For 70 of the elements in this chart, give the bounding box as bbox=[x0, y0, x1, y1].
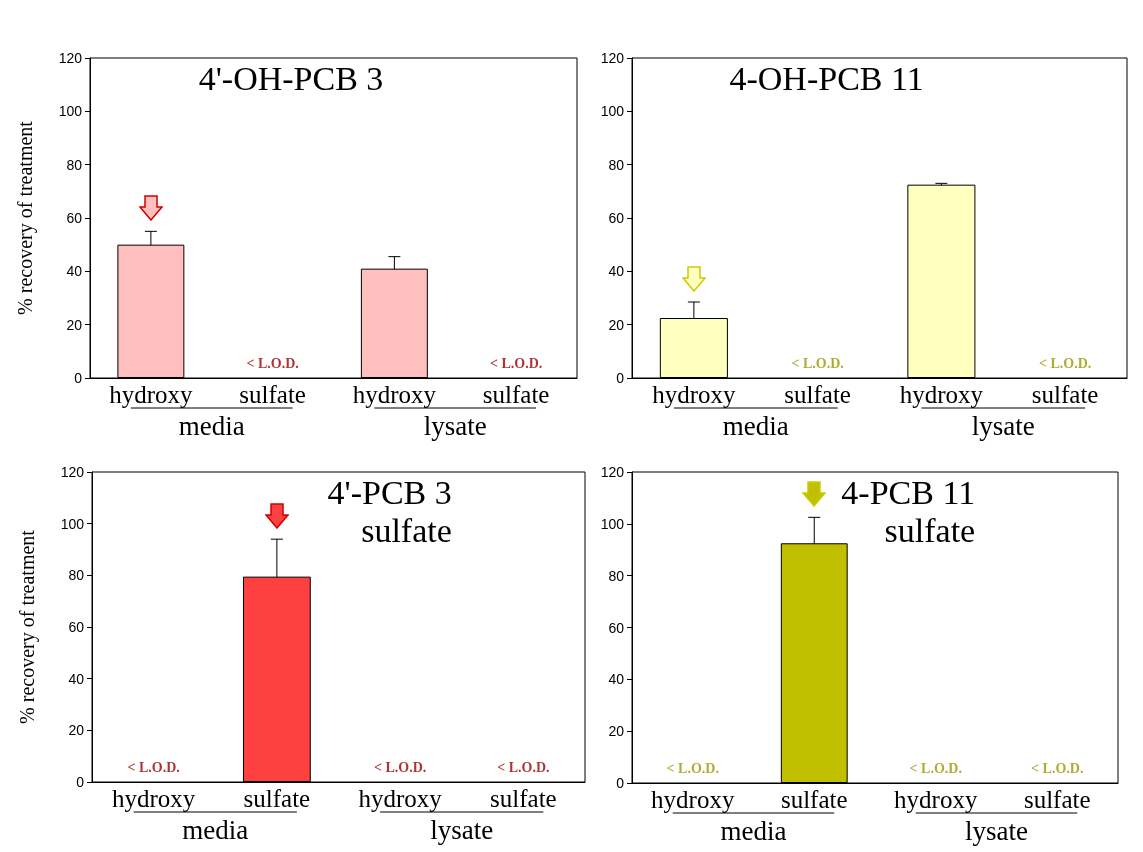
y-tick-label: 100 bbox=[60, 515, 85, 532]
y-tick-label: 100 bbox=[600, 103, 625, 120]
y-tick-label: 100 bbox=[600, 515, 625, 532]
text: < L.O.D. bbox=[489, 355, 543, 371]
y-tick-label: 60 bbox=[608, 619, 625, 636]
text: < L.O.D. bbox=[666, 760, 719, 776]
text: < L.O.D. bbox=[1031, 760, 1084, 776]
y-tick-label: 60 bbox=[68, 619, 85, 635]
y-tick-label: 20 bbox=[608, 723, 625, 740]
y-tick-label: 80 bbox=[608, 156, 625, 173]
y-tick-label: 60 bbox=[66, 210, 83, 226]
x-tick-label: sulfate bbox=[243, 785, 311, 812]
x-tick-label: hydroxy bbox=[894, 786, 978, 813]
text: < L.O.D. bbox=[246, 355, 299, 371]
y-axis-title: % recovery of treatment bbox=[14, 120, 37, 315]
text: < L.O.D. bbox=[127, 759, 180, 775]
text: < L.O.D. bbox=[373, 759, 427, 775]
chart-title: 4'-PCB 3 bbox=[327, 473, 452, 511]
x-tick-label: hydroxy bbox=[651, 786, 735, 813]
y-tick-label: 120 bbox=[60, 464, 85, 480]
x-tick-label: hydroxy bbox=[109, 381, 194, 408]
text: lysate bbox=[971, 410, 1035, 441]
text: media bbox=[720, 815, 787, 846]
y-tick-label: 40 bbox=[66, 263, 83, 280]
text: < L.O.D. bbox=[791, 355, 844, 371]
text: < L.O.D. bbox=[909, 760, 962, 776]
y-tick-label: 0 bbox=[76, 774, 85, 790]
chart-title: 4-OH-PCB 11 bbox=[729, 59, 924, 97]
y-tick-label: 0 bbox=[616, 370, 625, 386]
text: media bbox=[182, 814, 249, 845]
y-tick-label: 20 bbox=[66, 316, 83, 333]
y-tick-label: 20 bbox=[608, 316, 625, 333]
x-tick-label: sulfate bbox=[1023, 786, 1091, 813]
x-tick-label: hydroxy bbox=[899, 381, 984, 408]
text: media bbox=[178, 410, 245, 441]
x-tick-label: sulfate bbox=[239, 381, 306, 408]
x-tick-label: hydroxy bbox=[358, 785, 443, 812]
y-tick-label: 80 bbox=[68, 567, 85, 584]
text: lysate bbox=[430, 814, 494, 845]
x-tick-label: sulfate bbox=[490, 785, 557, 812]
y-tick-label: 0 bbox=[74, 370, 83, 386]
chart-title: 4-PCB 11 bbox=[841, 473, 976, 511]
x-tick-label: hydroxy bbox=[111, 785, 196, 812]
text: sulfate bbox=[884, 511, 976, 549]
x-tick-label: sulfate bbox=[482, 381, 550, 408]
x-tick-label: hydroxy bbox=[352, 381, 437, 408]
chart-title: 4'-OH-PCB 3 bbox=[198, 59, 384, 97]
y-tick-label: 20 bbox=[68, 722, 85, 739]
x-tick-label: sulfate bbox=[780, 786, 848, 813]
y-tick-label: 80 bbox=[66, 156, 83, 173]
y-tick-label: 100 bbox=[58, 103, 83, 120]
text: < L.O.D. bbox=[497, 759, 550, 775]
y-tick-label: 0 bbox=[616, 775, 625, 791]
x-tick-label: sulfate bbox=[784, 381, 851, 408]
y-tick-label: 120 bbox=[600, 464, 625, 480]
x-tick-label: sulfate bbox=[1031, 381, 1099, 408]
y-tick-label: 80 bbox=[608, 567, 625, 584]
text: lysate bbox=[423, 410, 487, 441]
y-tick-label: 40 bbox=[68, 670, 85, 687]
y-tick-label: 120 bbox=[600, 50, 625, 66]
y-tick-label: 40 bbox=[608, 671, 625, 688]
text: sulfate bbox=[361, 511, 452, 549]
text: media bbox=[722, 410, 789, 441]
text: < L.O.D. bbox=[1038, 355, 1092, 371]
x-tick-label: hydroxy bbox=[652, 381, 737, 408]
y-tick-label: 60 bbox=[608, 210, 625, 226]
y-tick-label: 40 bbox=[608, 263, 625, 280]
text: lysate bbox=[965, 815, 1028, 846]
y-axis-title: % recovery of treatment bbox=[16, 529, 39, 724]
y-tick-label: 120 bbox=[58, 50, 83, 66]
